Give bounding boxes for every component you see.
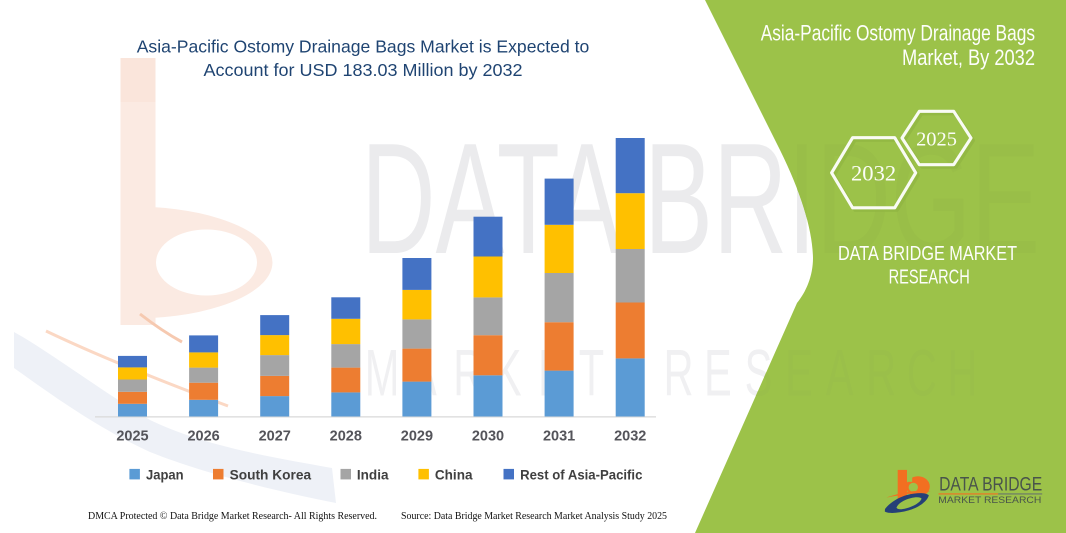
svg-text:China: China (435, 466, 473, 482)
svg-text:2031: 2031 (543, 428, 575, 444)
svg-text:2032: 2032 (851, 160, 896, 185)
svg-text:DATA BRIDGE: DATA BRIDGE (939, 474, 1042, 496)
svg-text:Market, By 2032: Market, By 2032 (902, 45, 1035, 70)
svg-text:T: T (579, 335, 604, 409)
svg-text:H: H (947, 335, 977, 409)
svg-text:E: E (785, 335, 813, 409)
svg-text:2025: 2025 (916, 128, 957, 150)
svg-text:R: R (664, 335, 694, 409)
svg-text:2027: 2027 (259, 428, 291, 444)
svg-text:Japan: Japan (146, 466, 184, 482)
svg-text:Source: Data Bridge Market Res: Source: Data Bridge Market Research Mark… (401, 511, 667, 522)
svg-text:Asia-Pacific Ostomy Drainage B: Asia-Pacific Ostomy Drainage Bags (761, 21, 1035, 46)
svg-text:2030: 2030 (472, 428, 504, 444)
svg-text:Asia-Pacific Ostomy Drainage B: Asia-Pacific Ostomy Drainage Bags Market… (137, 36, 590, 56)
svg-text:DMCA Protected © Data Bridge M: DMCA Protected © Data Bridge Market Rese… (88, 511, 377, 522)
svg-text:DATA BRIDGE MARKET: DATA BRIDGE MARKET (838, 242, 1017, 265)
svg-text:India: India (357, 466, 389, 482)
svg-text:RESEARCH: RESEARCH (889, 266, 970, 289)
svg-text:MARKET RESEARCH: MARKET RESEARCH (938, 495, 1041, 506)
svg-text:2025: 2025 (116, 428, 148, 444)
svg-text:2026: 2026 (187, 428, 219, 444)
svg-text:E: E (704, 335, 732, 409)
svg-text:Account for USD 183.03 Million: Account for USD 183.03 Million by 2032 (204, 60, 523, 80)
svg-text:2028: 2028 (330, 428, 362, 444)
svg-text:R: R (866, 335, 896, 409)
svg-text:2029: 2029 (401, 428, 433, 444)
svg-text:South Korea: South Korea (230, 466, 312, 482)
svg-text:M: M (365, 335, 400, 409)
svg-text:Rest of Asia-Pacific: Rest of Asia-Pacific (520, 466, 642, 482)
svg-text:2032: 2032 (614, 428, 646, 444)
svg-text:C: C (907, 335, 937, 409)
svg-text:A: A (826, 335, 854, 409)
